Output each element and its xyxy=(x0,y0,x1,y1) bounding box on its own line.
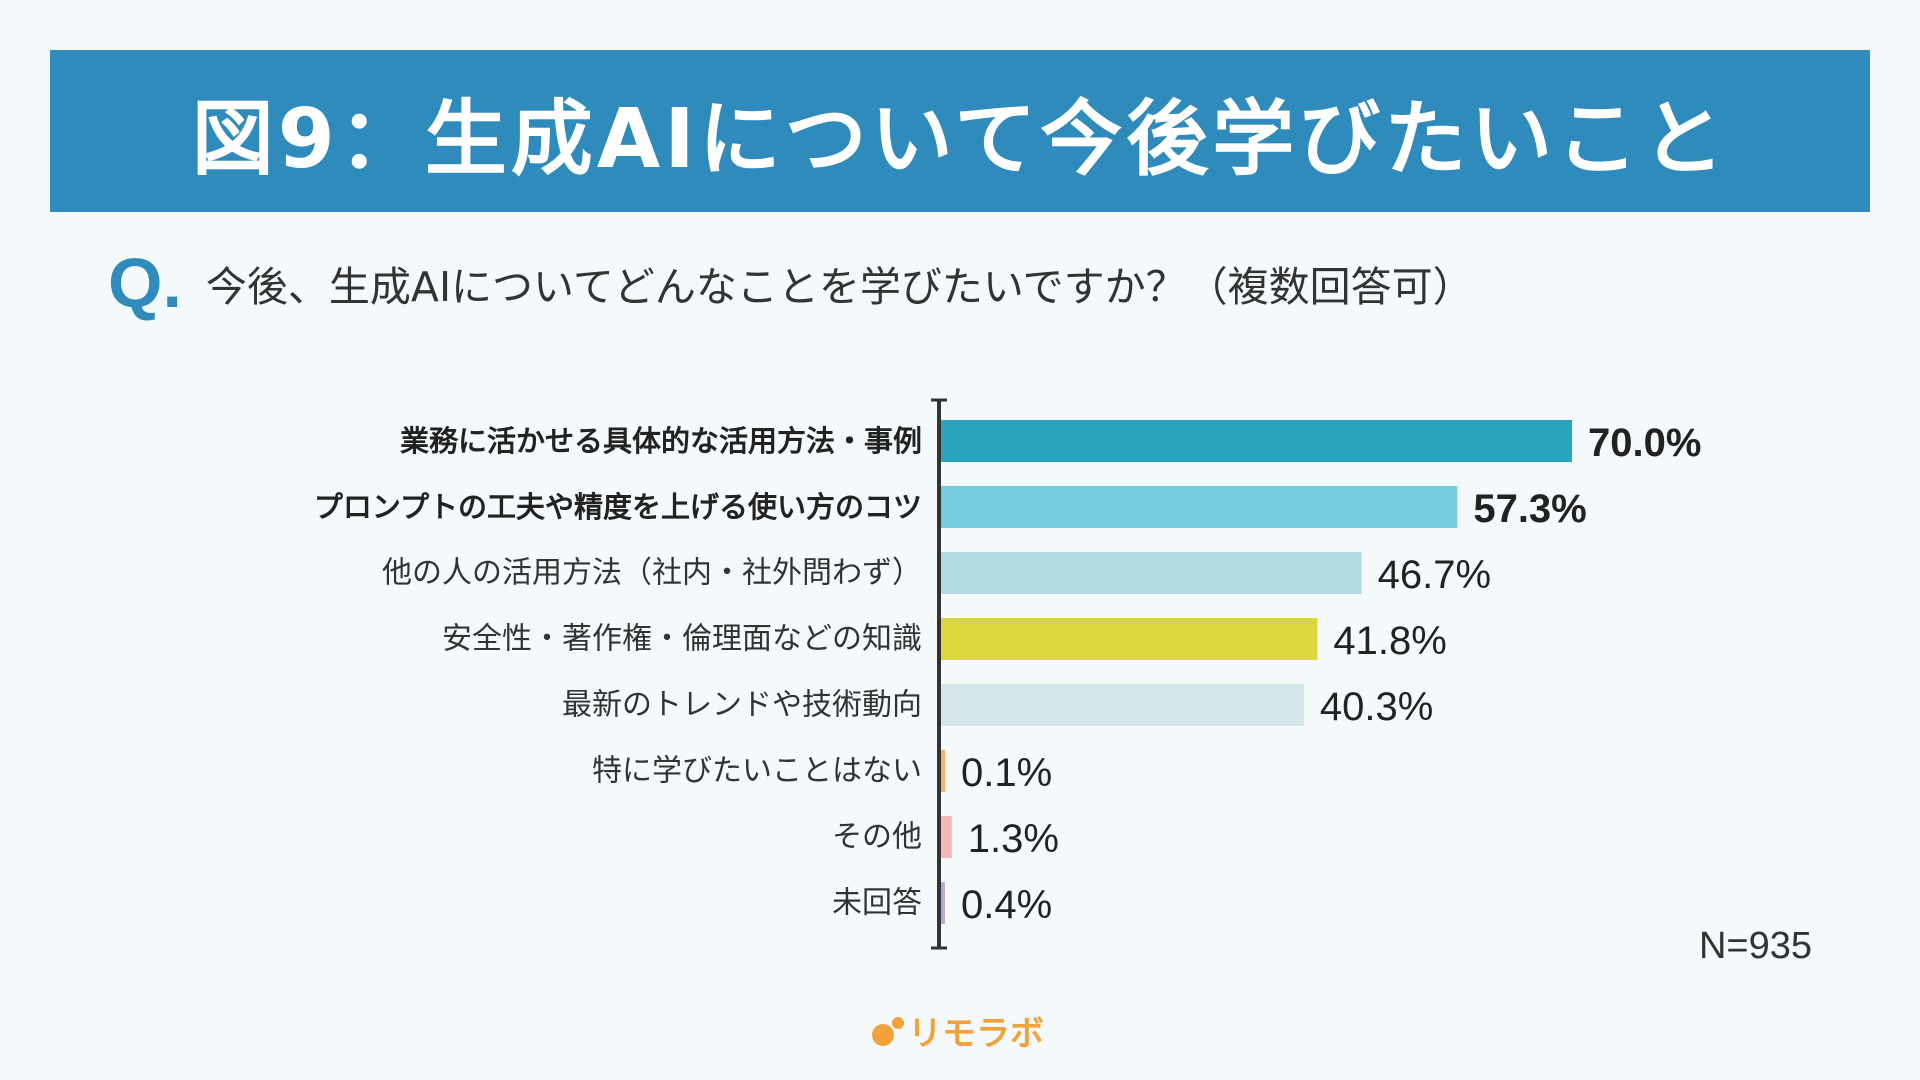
value-label-4: 40.3% xyxy=(1320,685,1433,729)
value-label-5: 0.1% xyxy=(961,751,1052,795)
bar-2 xyxy=(940,552,1362,594)
value-label-1: 57.3% xyxy=(1473,487,1586,531)
logo-text: リモラボ xyxy=(908,1014,1044,1054)
page-title: 図9：生成AIについて今後学びたいこと xyxy=(191,91,1729,187)
question-mark: Q. xyxy=(108,244,182,322)
category-label-3: 安全性・著作権・倫理面などの知識 xyxy=(442,622,922,657)
bar-1 xyxy=(940,486,1458,528)
bar-3 xyxy=(940,618,1318,660)
question-text: 今後、生成AIについてどんなことを学びたいですか？（複数回答可） xyxy=(205,263,1474,311)
bar-0 xyxy=(940,420,1572,462)
sample-size-label: N=935 xyxy=(1698,925,1812,967)
header-banner: 図9：生成AIについて今後学びたいこと xyxy=(50,50,1870,212)
bar-chart: 業務に活かせる具体的な活用方法・事例 70.0% プロンプトの工夫や精度を上げる使い… xyxy=(314,398,1701,950)
category-label-5: 特に学びたいことはない xyxy=(592,754,922,789)
value-label-7: 0.4% xyxy=(961,883,1052,927)
logo-dots-icon xyxy=(870,1014,904,1048)
category-label-1: プロンプトの工夫や精度を上げる使い方のコツ xyxy=(314,490,922,524)
category-label-2: 他の人の活用方法（社内・社外問わず） xyxy=(382,556,922,591)
bar-4 xyxy=(940,684,1304,726)
category-label-0: 業務に活かせる具体的な活用方法・事例 xyxy=(400,424,922,458)
value-label-3: 41.8% xyxy=(1333,619,1446,663)
category-label-4: 最新のトレンドや技術動向 xyxy=(562,688,922,723)
value-label-6: 1.3% xyxy=(968,817,1059,861)
bar-7 xyxy=(940,882,945,924)
category-label-6: その他 xyxy=(832,820,922,855)
bar-5 xyxy=(940,750,945,792)
question-row: Q. 今後、生成AIについてどんなことを学びたいですか？（複数回答可） xyxy=(108,248,1474,318)
value-label-2: 46.7% xyxy=(1378,553,1491,597)
brand-logo: リモラボ xyxy=(870,1006,1044,1055)
value-label-0: 70.0% xyxy=(1588,421,1701,465)
category-label-7: 未回答 xyxy=(832,886,922,921)
bar-6 xyxy=(940,816,952,858)
